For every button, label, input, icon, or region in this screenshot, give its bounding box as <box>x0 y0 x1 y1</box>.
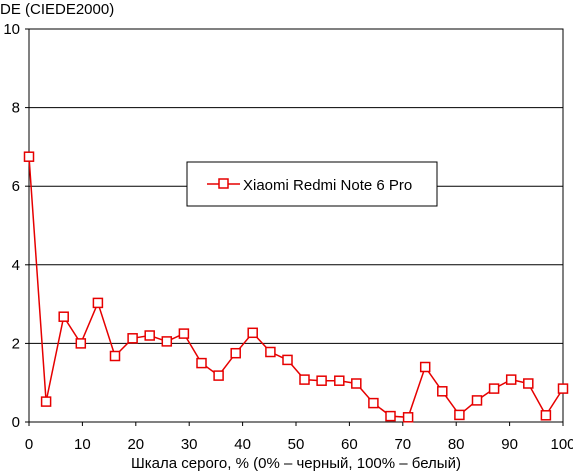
gridlines <box>29 107 563 344</box>
legend-label: Xiaomi Redmi Note 6 Pro <box>243 177 412 194</box>
y-tick-label: 2 <box>12 335 20 352</box>
data-point <box>402 412 414 423</box>
series-layer <box>23 151 569 423</box>
y-tick-label: 4 <box>12 257 20 274</box>
data-point <box>75 338 87 349</box>
data-point <box>58 311 69 322</box>
data-point <box>523 378 534 389</box>
x-tick-label: 70 <box>394 436 411 453</box>
data-point <box>92 297 104 309</box>
data-point <box>437 386 448 397</box>
data-point <box>471 395 483 406</box>
y-tick-label: 8 <box>12 100 20 117</box>
data-point <box>299 374 310 385</box>
data-point <box>316 375 327 386</box>
y-tick-label: 0 <box>12 414 20 431</box>
data-point <box>557 383 569 394</box>
x-tick-label: 20 <box>127 436 144 453</box>
x-tick-label: 90 <box>501 436 518 453</box>
x-tick-label: 40 <box>234 436 251 453</box>
legend-marker <box>218 178 229 189</box>
y-tick-label: 10 <box>3 21 20 38</box>
data-point <box>109 350 121 362</box>
data-point <box>23 151 35 162</box>
y-tick-label: 6 <box>12 178 20 195</box>
data-point <box>196 357 207 369</box>
y-axis: 0 2 4 6 8 10 <box>3 21 29 431</box>
data-point <box>540 410 552 421</box>
data-point <box>213 370 224 381</box>
plot-area <box>28 28 564 423</box>
data-point <box>230 347 241 359</box>
data-point <box>505 374 517 385</box>
data-point <box>334 375 345 386</box>
x-tick-label: 80 <box>448 436 465 453</box>
x-tick-label: 50 <box>288 436 305 453</box>
data-point <box>351 378 362 389</box>
x-tick-label: 10 <box>74 436 91 453</box>
x-axis: 0 10 20 30 40 50 60 70 80 90 100 <box>25 422 573 453</box>
x-tick-label: 0 <box>25 436 33 453</box>
x-axis-label: Шкала серого, % (0% – черный, 100% – бел… <box>131 455 461 471</box>
data-point <box>178 328 190 339</box>
data-point <box>282 354 293 366</box>
data-point <box>385 410 396 422</box>
data-point <box>454 409 465 421</box>
data-point <box>488 383 500 394</box>
data-point <box>127 333 138 344</box>
x-tick-label: 30 <box>181 436 198 453</box>
data-point <box>161 336 173 347</box>
x-tick-label: 100 <box>550 436 573 453</box>
data-point <box>144 330 155 341</box>
x-tick-label: 60 <box>341 436 358 453</box>
data-point <box>419 361 431 373</box>
data-point <box>368 397 379 409</box>
data-point <box>247 327 258 339</box>
data-point <box>265 346 276 358</box>
legend: Xiaomi Redmi Note 6 Pro <box>186 161 438 207</box>
data-point <box>40 396 52 407</box>
y-axis-label: DE (CIEDE2000) <box>0 1 114 18</box>
